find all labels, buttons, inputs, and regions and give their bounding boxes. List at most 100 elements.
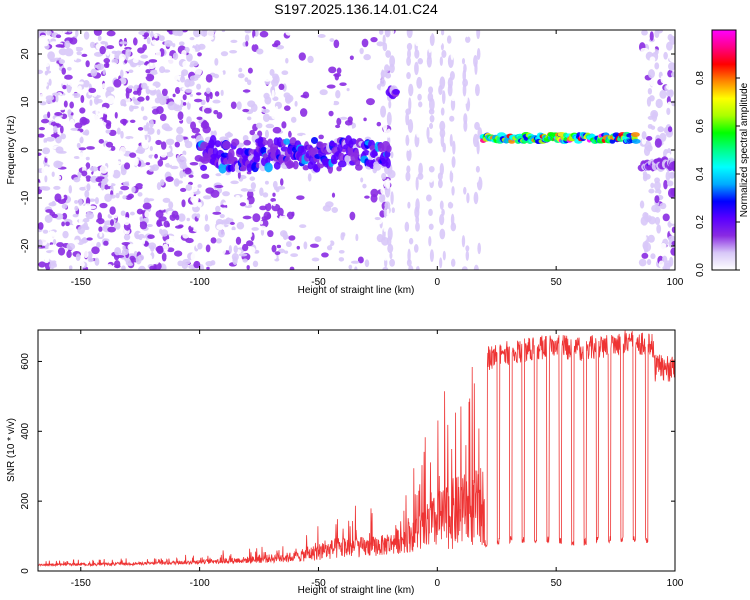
noise-speck [190,121,197,130]
interference-streak [429,249,434,263]
signal-feature-0 [287,160,294,169]
noise-speck [99,231,103,238]
noise-speck [216,111,223,120]
noise-speck [158,201,167,211]
noise-speck [177,213,186,222]
noise-speck [64,40,71,49]
noise-speck [204,214,209,222]
noise-speck [647,115,654,120]
colorbar-ticks: 0.0 0.2 0.4 0.6 0.8 [695,71,740,277]
interference-streak [428,223,434,230]
noise-speck [80,94,85,104]
noise-speck [670,71,675,78]
noise-speck [339,116,348,120]
noise-speck [137,126,144,131]
signal-feature-0 [337,160,347,168]
noise-speck [73,46,77,55]
noise-speck [370,80,375,85]
noise-speck [246,240,254,247]
interference-streak [447,251,452,260]
noise-speck [649,56,656,63]
noise-speck [278,83,285,90]
noise-speck [212,99,221,104]
noise-speck [85,156,90,161]
noise-speck [317,34,326,38]
noise-speck [55,160,63,169]
noise-speck [176,126,184,135]
noise-speck [168,118,177,128]
noise-speck [244,204,253,209]
noise-speck [164,39,173,47]
noise-speck [140,82,148,90]
noise-speck [343,74,347,80]
noise-speck [288,235,296,241]
interference-streak [439,120,446,132]
noise-speck [121,241,131,246]
interference-streak [413,244,419,253]
noise-speck [38,152,42,156]
interference-streak [474,35,481,44]
noise-speck [360,177,364,183]
noise-speck [369,113,376,121]
noise-speck [235,194,241,200]
spectrogram-xtick-label: 100 [667,277,684,288]
noise-speck [144,127,149,132]
noise-speck [78,261,85,268]
noise-speck [192,228,202,233]
interference-streak [451,186,455,196]
noise-speck [346,88,350,92]
signal-feature-0 [362,149,370,156]
noise-speck [102,261,108,270]
noise-speck [121,265,126,270]
interference-streak [407,49,412,59]
noise-speck [275,253,279,261]
spectrogram-ytick-label: 0 [20,147,31,153]
noise-speck [336,67,342,75]
noise-speck [363,54,371,61]
noise-speck [127,59,135,64]
interference-streak [386,128,392,138]
noise-speck [89,166,99,172]
noise-speck [388,212,397,221]
noise-speck [119,146,126,156]
noise-speck [125,51,129,61]
noise-speck [355,233,359,242]
interference-streak [414,61,419,76]
noise-speck [185,184,193,191]
noise-speck [43,123,51,131]
interference-streak [379,78,386,87]
noise-speck [145,162,151,166]
noise-speck [271,43,279,48]
noise-speck [42,147,51,155]
noise-speck [98,130,103,135]
noise-speck [270,58,275,68]
noise-speck [193,260,201,269]
spectrogram-xlabel: Height of straight line (km) [298,285,415,296]
noise-speck [70,127,80,131]
interference-streak [451,156,456,168]
noise-speck [638,258,647,267]
interference-streak [439,257,443,269]
noise-speck [76,142,81,149]
noise-speck [668,62,675,71]
noise-speck [142,115,148,121]
noise-speck [238,253,248,257]
noise-speck [78,147,87,151]
noise-speck [82,218,90,223]
noise-speck [51,171,55,177]
noise-speck [311,257,320,262]
noise-speck [161,88,168,97]
noise-speck [154,153,158,159]
noise-speck [197,242,203,250]
noise-speck [146,127,155,135]
noise-speck [315,95,324,101]
noise-speck [363,117,367,122]
noise-speck [240,188,249,192]
signal-feature-2 [609,138,616,144]
noise-speck [39,105,46,115]
noise-speck [319,89,328,96]
snr-xtick-label: -100 [190,578,210,589]
noise-speck [647,69,655,79]
noise-speck [220,51,229,57]
noise-speck [341,232,346,237]
